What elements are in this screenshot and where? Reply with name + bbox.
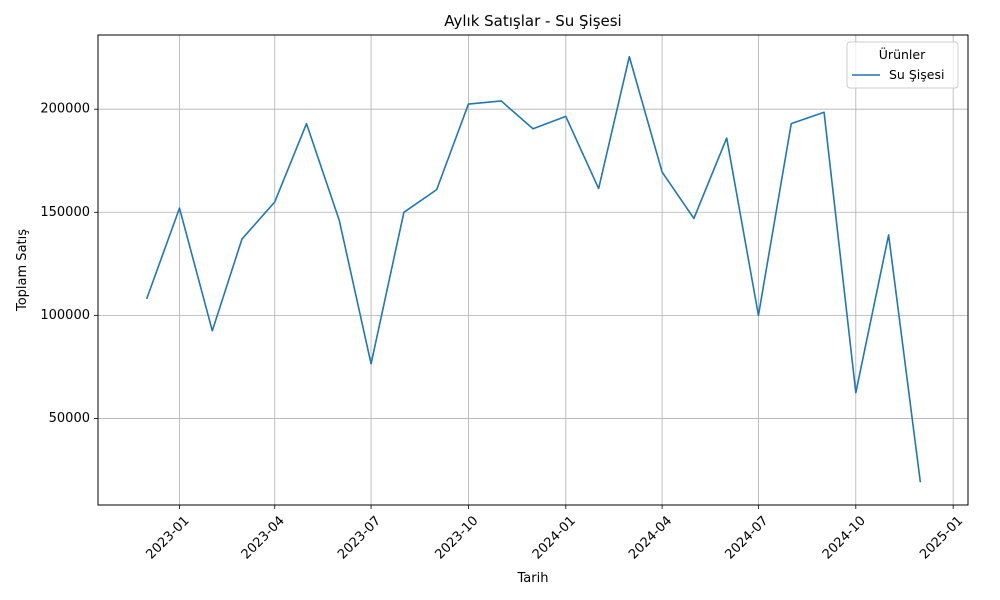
- x-tick-label: 2024-07: [722, 513, 771, 562]
- x-tick-label: 2023-04: [239, 513, 288, 562]
- y-tick-label: 50000: [49, 411, 90, 426]
- y-tick-label: 150000: [40, 205, 90, 220]
- x-axis-ticks: 2023-01 2023-04 2023-07 2023-10 2024-01 2024-…: [144, 505, 966, 562]
- legend-box: [846, 41, 959, 89]
- legend-entry-label: Su Şişesi: [889, 67, 944, 82]
- x-tick-label: 2023-01: [144, 513, 193, 562]
- x-tick-label: 2025-01: [917, 513, 966, 562]
- x-tick-label: 2024-10: [820, 513, 869, 562]
- y-tick-label: 200000: [40, 102, 90, 117]
- legend: Ürünler Su Şişesi: [846, 41, 959, 89]
- grid-lines: [98, 35, 968, 505]
- x-tick-label: 2023-10: [432, 513, 481, 562]
- x-axis-label: Tarih: [517, 571, 549, 586]
- legend-title: Ürünler: [879, 46, 926, 62]
- chart-title: Aylık Satışlar - Su Şişesi: [444, 12, 621, 30]
- y-axis-label: Toplam Satış: [15, 229, 30, 312]
- plot-area-frame: [97, 34, 969, 506]
- series-lines: [145, 55, 922, 483]
- y-axis-ticks: 50000 100000 150000 200000: [40, 102, 98, 426]
- x-tick-label: 2024-01: [530, 513, 579, 562]
- x-tick-label: 2023-07: [335, 513, 384, 562]
- y-tick-label: 100000: [40, 308, 90, 323]
- x-tick-label: 2024-04: [626, 513, 675, 562]
